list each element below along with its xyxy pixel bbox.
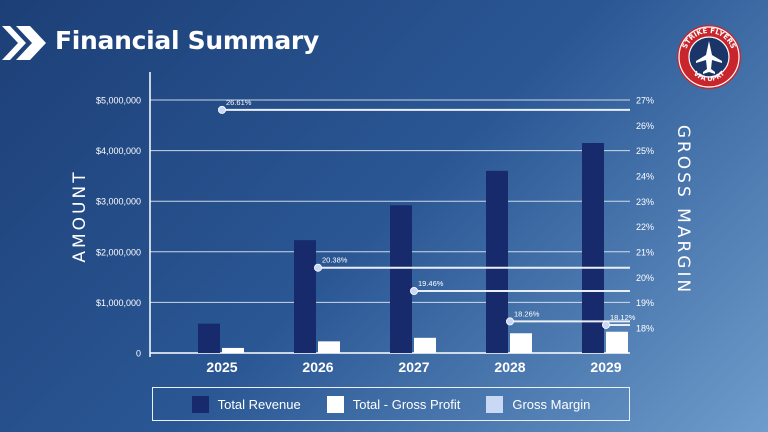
y2-tick-label: 26% — [636, 121, 654, 131]
y-tick-label: $2,000,000 — [96, 247, 141, 257]
gross-margin-label: 19.46% — [418, 279, 444, 288]
bar-total-revenue — [390, 205, 412, 353]
legend-swatch-margin — [486, 395, 504, 413]
gross-margin-point — [217, 105, 226, 114]
x-tick-label: 2025 — [206, 359, 237, 375]
bar-total-revenue — [582, 143, 604, 353]
gross-margin-label: 18.26% — [514, 309, 540, 318]
y2-tick-label: 23% — [636, 197, 654, 207]
legend-item-revenue: Total Revenue — [191, 395, 301, 413]
strike-flyers-logo: STRIKE FLYERS VFA UPRT — [677, 25, 741, 89]
bar-total-revenue — [486, 170, 508, 353]
legend-item-margin: Gross Margin — [486, 395, 591, 413]
bar-gross-profit — [606, 331, 628, 353]
gross-margin-point — [313, 263, 322, 272]
legend-label-revenue: Total Revenue — [217, 396, 301, 412]
bar-gross-profit — [414, 337, 436, 353]
bar-total-revenue — [198, 323, 220, 353]
x-tick-label: 2028 — [494, 359, 525, 375]
y2-tick-label: 18% — [636, 324, 654, 334]
legend-swatch-profit — [326, 395, 344, 413]
legend-label-profit: Total - Gross Profit — [352, 396, 461, 412]
y-tick-label: 0 — [136, 349, 141, 359]
y2-tick-label: 21% — [636, 248, 654, 258]
y-tick-label: $4,000,000 — [96, 146, 141, 156]
y2-tick-label: 19% — [636, 298, 654, 308]
chevron-right-icon — [2, 26, 46, 60]
gross-margin-point — [505, 317, 514, 326]
chart-legend: Total Revenue Total - Gross Profit Gross… — [152, 387, 630, 421]
y2-tick-label: 27% — [636, 96, 654, 106]
y-tick-label: $3,000,000 — [96, 197, 141, 207]
x-tick-label: 2027 — [398, 359, 429, 375]
logo-bottom-text: VFA UPRT — [692, 69, 727, 83]
x-tick-label: 2029 — [590, 359, 621, 375]
y2-tick-label: 22% — [636, 222, 654, 232]
legend-label-margin: Gross Margin — [512, 396, 591, 412]
legend-swatch-revenue — [191, 395, 209, 413]
y-tick-label: $5,000,000 — [96, 96, 141, 106]
y2-tick-label: 20% — [636, 273, 654, 283]
svg-text:VFA UPRT: VFA UPRT — [692, 69, 727, 83]
bar-gross-profit — [222, 347, 244, 353]
legend-item-profit: Total - Gross Profit — [326, 395, 461, 413]
bar-gross-profit — [318, 341, 340, 353]
y2-tick-label: 25% — [636, 146, 654, 156]
x-tick-label: 2026 — [302, 359, 333, 375]
gross-margin-label: 18.12% — [610, 313, 636, 322]
page-title: Financial Summary — [55, 26, 319, 55]
bar-total-revenue — [294, 240, 316, 353]
bar-gross-profit — [510, 333, 532, 353]
gross-margin-point — [409, 287, 418, 296]
gross-margin-point — [602, 320, 611, 329]
gross-margin-label: 26.61% — [226, 98, 252, 107]
gross-margin-label: 20.38% — [322, 256, 348, 265]
y-tick-label: $1,000,000 — [96, 298, 141, 308]
y2-tick-label: 24% — [636, 172, 654, 182]
